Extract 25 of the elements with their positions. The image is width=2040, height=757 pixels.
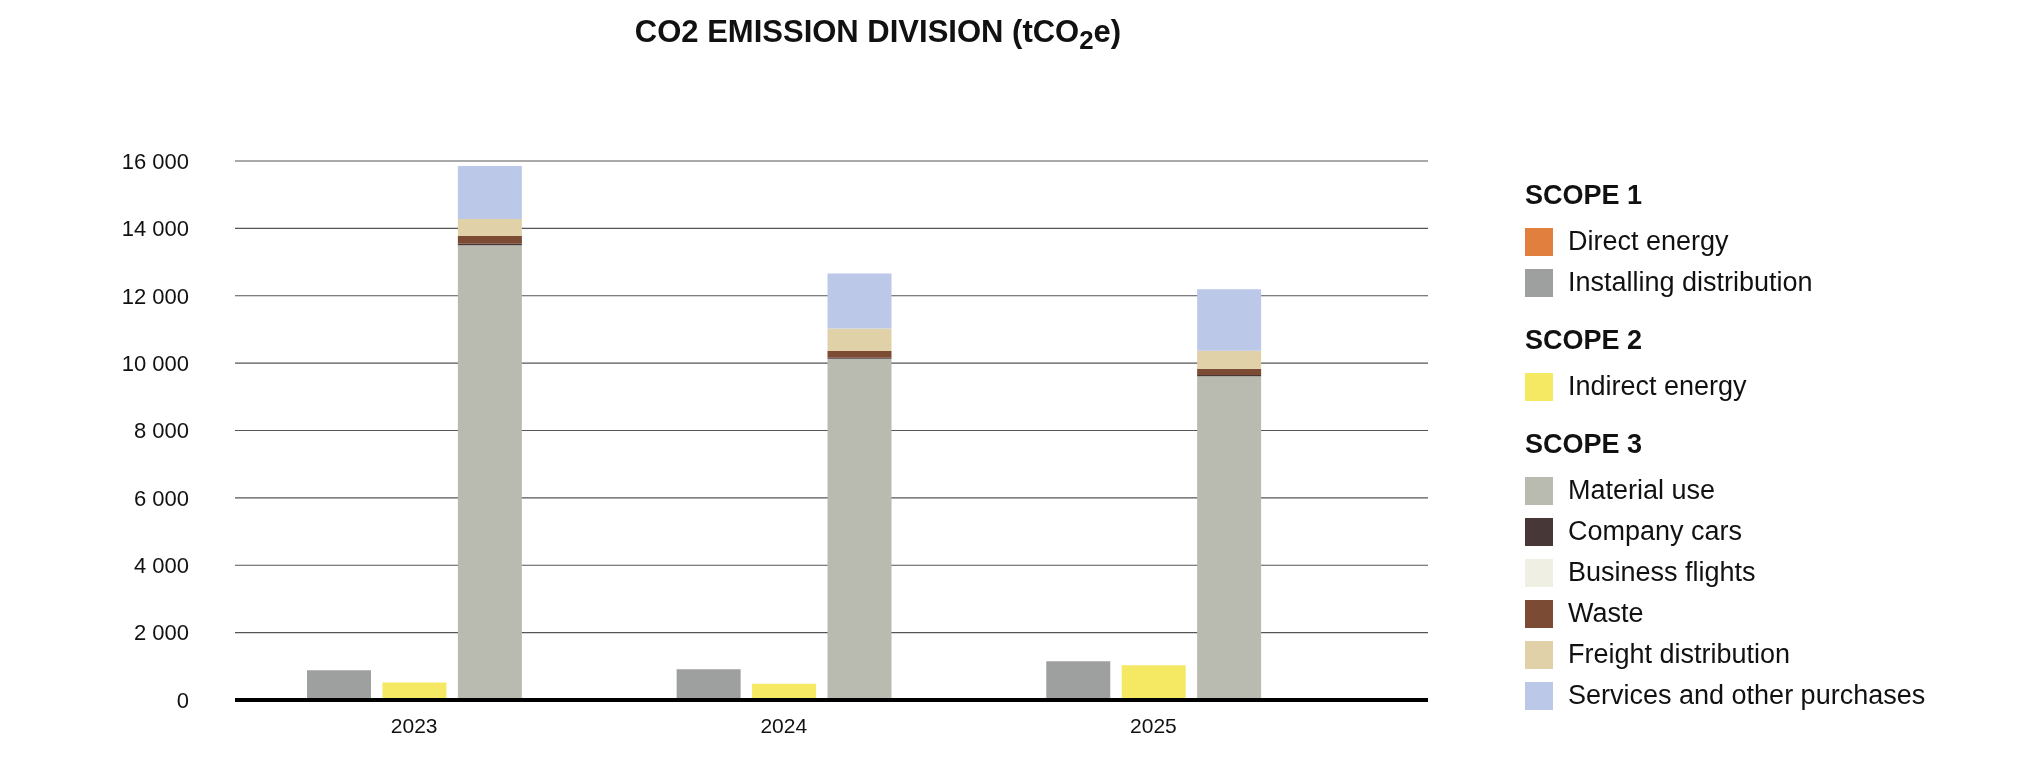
- legend-label: Services and other purchases: [1568, 680, 1926, 711]
- legend-label: Indirect energy: [1568, 371, 1747, 402]
- legend-label: Installing distribution: [1568, 267, 1813, 298]
- x-tick-label: 2024: [760, 713, 808, 737]
- y-tick-label: 6 000: [133, 485, 189, 511]
- legend-label: Material use: [1568, 475, 1716, 506]
- y-tick-label: 4 000: [133, 553, 189, 579]
- text: SCOPE 3: [1525, 429, 1644, 460]
- y-tick-label: 10 000: [121, 350, 189, 376]
- legend-label: Waste: [1568, 598, 1644, 629]
- chart-title: CO2 EMISSION DIVISION (tCO$_{2}$e): [633, 14, 1123, 56]
- legend-label: Business flights: [1568, 557, 1756, 588]
- y-tick-label: 16 000: [121, 148, 189, 174]
- y-tick-label: 0: [176, 687, 189, 713]
- y-tick-label: 14 000: [121, 216, 189, 242]
- y-tick-label: 2 000: [133, 620, 189, 646]
- legend-label: Company cars: [1568, 516, 1743, 547]
- x-tick-label: 2025: [1130, 713, 1177, 737]
- legend-label: Direct energy: [1568, 226, 1729, 257]
- text: SCOPE 1: [1525, 180, 1644, 211]
- legend-label: Freight distribution: [1568, 639, 1791, 670]
- text: SCOPE 2: [1525, 325, 1644, 356]
- x-tick-label: 2023: [390, 713, 438, 737]
- y-tick-label: 8 000: [133, 418, 189, 444]
- y-tick-label: 12 000: [121, 283, 189, 309]
